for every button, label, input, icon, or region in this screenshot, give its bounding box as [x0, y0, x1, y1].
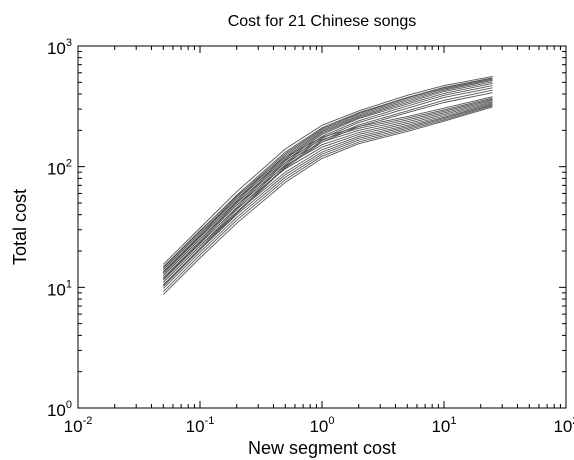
series-line-2 — [162, 77, 493, 269]
series-line-19 — [162, 104, 493, 289]
series-line-4 — [162, 78, 493, 272]
series-line-21 — [162, 106, 493, 295]
x-tick-label: 10-2 — [64, 415, 93, 436]
y-tick-label: 101 — [47, 278, 72, 299]
plot-frame — [77, 45, 567, 409]
series-line-10 — [162, 89, 493, 286]
series-line-3 — [162, 77, 493, 271]
series-lines — [162, 75, 493, 295]
series-line-12 — [162, 96, 493, 268]
x-tick-labels: 10-2 10-1 100 101 102 — [64, 415, 574, 436]
axis-ticks — [77, 45, 567, 409]
chart-title: Cost for 21 Chinese songs — [228, 13, 417, 30]
series-line-13 — [162, 97, 493, 271]
series-line-5 — [162, 79, 493, 274]
series-line-15 — [162, 99, 493, 276]
series-line-17 — [162, 102, 493, 283]
y-tick-labels: 100 101 102 103 — [47, 37, 72, 420]
x-tick-label: 102 — [553, 415, 574, 436]
x-tick-label: 100 — [309, 415, 334, 436]
x-tick-label: 10-1 — [186, 415, 215, 436]
series-line-7 — [162, 82, 493, 279]
x-axis-title: New segment cost — [248, 438, 396, 458]
x-tick-label: 101 — [431, 415, 456, 436]
series-line-14 — [162, 98, 493, 274]
y-tick-label: 102 — [47, 158, 72, 179]
series-line-1 — [162, 75, 493, 265]
series-line-16 — [162, 101, 493, 280]
y-tick-label: 103 — [47, 37, 72, 58]
series-line-9 — [162, 87, 493, 283]
series-line-20 — [162, 105, 493, 293]
y-tick-label: 100 — [47, 399, 72, 420]
series-line-6 — [162, 81, 493, 276]
series-line-18 — [162, 103, 493, 286]
y-axis-title: Total cost — [10, 189, 30, 265]
